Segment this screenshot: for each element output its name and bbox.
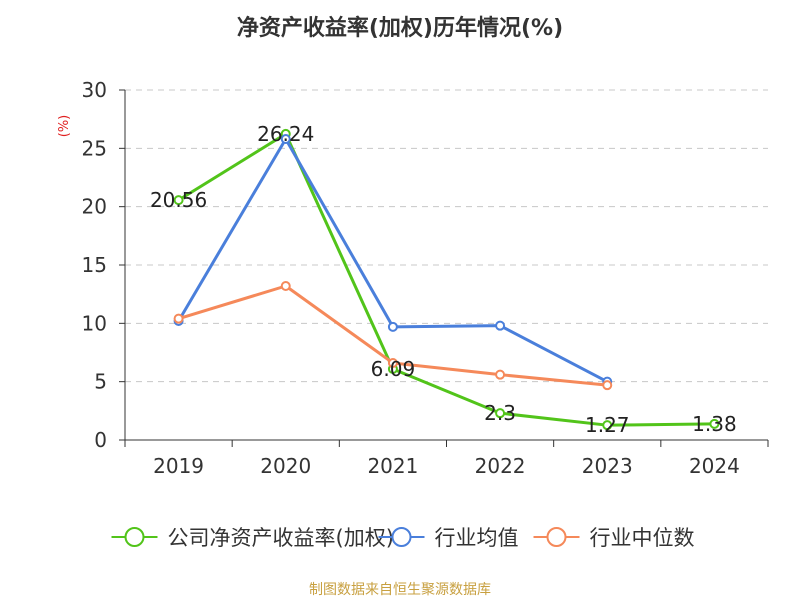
chart-title: 净资产收益率(加权)历年情况(%) <box>237 15 563 41</box>
y-tick-label: 10 <box>82 311 107 335</box>
x-tick-label: 2023 <box>582 454 633 478</box>
data-label: 1.27 <box>585 413 630 437</box>
data-point <box>280 134 291 144</box>
y-axis-label: (%) <box>57 115 72 138</box>
data-point <box>602 380 613 391</box>
x-tick-label: 2019 <box>153 454 204 478</box>
data-point <box>387 321 398 332</box>
axes: 0 5 10 15 20 25 30 2019 2020 2021 2022 2023 2024 <box>82 78 769 478</box>
data-label: 6.09 <box>371 357 416 381</box>
data-point <box>495 369 506 380</box>
y-tick-label: 0 <box>94 428 107 452</box>
x-tick-label: 2021 <box>367 454 418 478</box>
data-label: 26.24 <box>257 122 314 146</box>
legend-label: 行业中位数 <box>590 526 695 550</box>
y-tick-label: 5 <box>94 370 107 394</box>
series-line-0 <box>177 132 715 427</box>
data-label: 1.38 <box>692 412 737 436</box>
data-point <box>280 281 291 291</box>
data-point <box>709 418 720 429</box>
series-line-1 <box>177 137 608 383</box>
x-tick-label: 2022 <box>475 454 526 478</box>
data-point <box>602 420 613 431</box>
legend-swatch-marker <box>124 527 145 547</box>
data-point <box>495 408 506 419</box>
data-point <box>173 313 184 324</box>
legend-label: 公司净资产收益率(加权) <box>168 526 394 550</box>
y-tick-label: 20 <box>82 195 107 219</box>
x-tick-label: 2020 <box>260 454 311 478</box>
data-point <box>495 320 506 331</box>
grid-lines <box>125 89 768 383</box>
y-tick-label: 30 <box>82 78 107 102</box>
legend: 公司净资产收益率(加权) 行业均值 行业中位数 <box>111 526 695 550</box>
source-note: 制图数据来自恒生聚源数据库 <box>309 582 491 598</box>
data-label: 2.3 <box>484 401 516 425</box>
y-tick-label: 15 <box>82 253 107 277</box>
legend-label: 行业均值 <box>435 526 519 550</box>
x-tick-label: 2024 <box>689 454 740 478</box>
data-point <box>387 358 398 368</box>
series-group: 20.56 26.24 6.09 2.3 1.27 1.38 <box>150 122 737 437</box>
legend-swatch-marker <box>546 527 567 547</box>
data-label: 20.56 <box>150 188 207 212</box>
data-point <box>173 195 184 206</box>
legend-swatch-marker <box>391 527 412 547</box>
y-tick-label: 25 <box>82 136 107 160</box>
